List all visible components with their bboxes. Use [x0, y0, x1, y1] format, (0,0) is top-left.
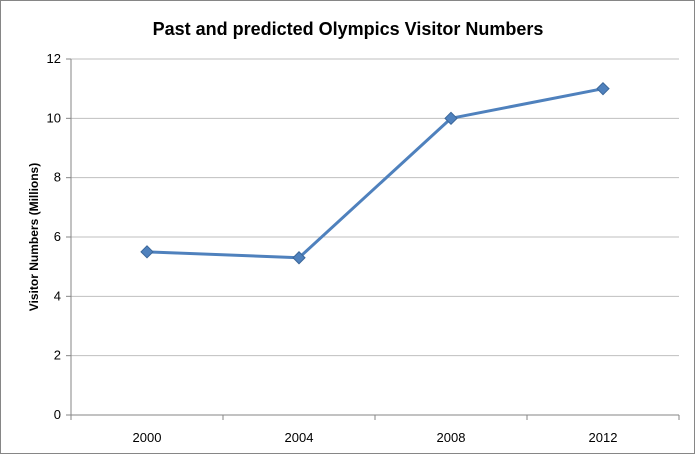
data-point-2012	[596, 81, 610, 96]
x-tick-label-2000: 2000	[133, 430, 162, 445]
y-tick-label-2: 2	[54, 348, 61, 363]
data-point-2008	[444, 111, 458, 126]
x-tick-label-2004: 2004	[285, 430, 314, 445]
x-tick-label-2012: 2012	[589, 430, 618, 445]
y-tick-label-10: 10	[47, 110, 61, 125]
y-tick-label-8: 8	[54, 170, 61, 185]
data-point-2004	[292, 251, 306, 265]
chart-title: Past and predicted Olympics Visitor Numb…	[153, 19, 544, 39]
series-line	[146, 87, 604, 260]
data-point-2000	[140, 245, 154, 259]
y-axis-label: Visitor Numbers (Millions)	[27, 163, 41, 311]
y-tick-label-6: 6	[54, 229, 61, 244]
y-tick-label-4: 4	[54, 288, 61, 303]
y-tick-label-12: 12	[47, 51, 61, 66]
y-tick-label-0: 0	[54, 407, 61, 422]
x-tick-label-2008: 2008	[437, 430, 466, 445]
